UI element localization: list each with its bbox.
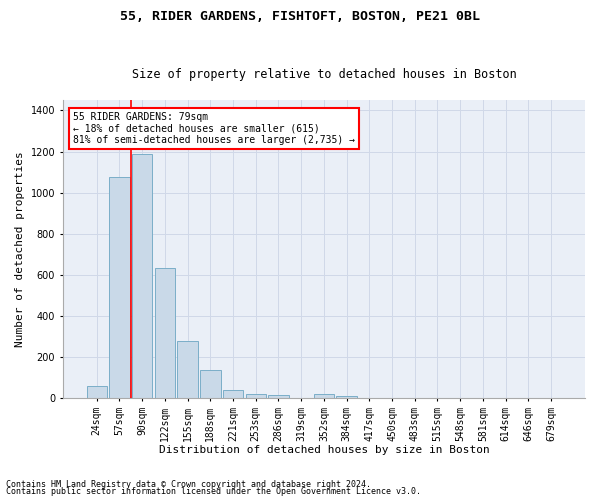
Bar: [178, 342, 198, 398]
Bar: [223, 390, 243, 398]
Bar: [109, 177, 130, 398]
Bar: [132, 154, 152, 398]
Bar: [155, 268, 175, 398]
Y-axis label: Number of detached properties: Number of detached properties: [15, 151, 25, 347]
X-axis label: Distribution of detached houses by size in Boston: Distribution of detached houses by size …: [158, 445, 489, 455]
Bar: [314, 394, 334, 398]
Bar: [200, 370, 221, 398]
Bar: [245, 394, 266, 398]
Bar: [86, 386, 107, 398]
Text: Contains HM Land Registry data © Crown copyright and database right 2024.: Contains HM Land Registry data © Crown c…: [6, 480, 371, 489]
Bar: [337, 396, 357, 398]
Bar: [268, 395, 289, 398]
Text: Contains public sector information licensed under the Open Government Licence v3: Contains public sector information licen…: [6, 487, 421, 496]
Title: Size of property relative to detached houses in Boston: Size of property relative to detached ho…: [131, 68, 516, 81]
Text: 55 RIDER GARDENS: 79sqm
← 18% of detached houses are smaller (615)
81% of semi-d: 55 RIDER GARDENS: 79sqm ← 18% of detache…: [73, 112, 355, 146]
Text: 55, RIDER GARDENS, FISHTOFT, BOSTON, PE21 0BL: 55, RIDER GARDENS, FISHTOFT, BOSTON, PE2…: [120, 10, 480, 23]
